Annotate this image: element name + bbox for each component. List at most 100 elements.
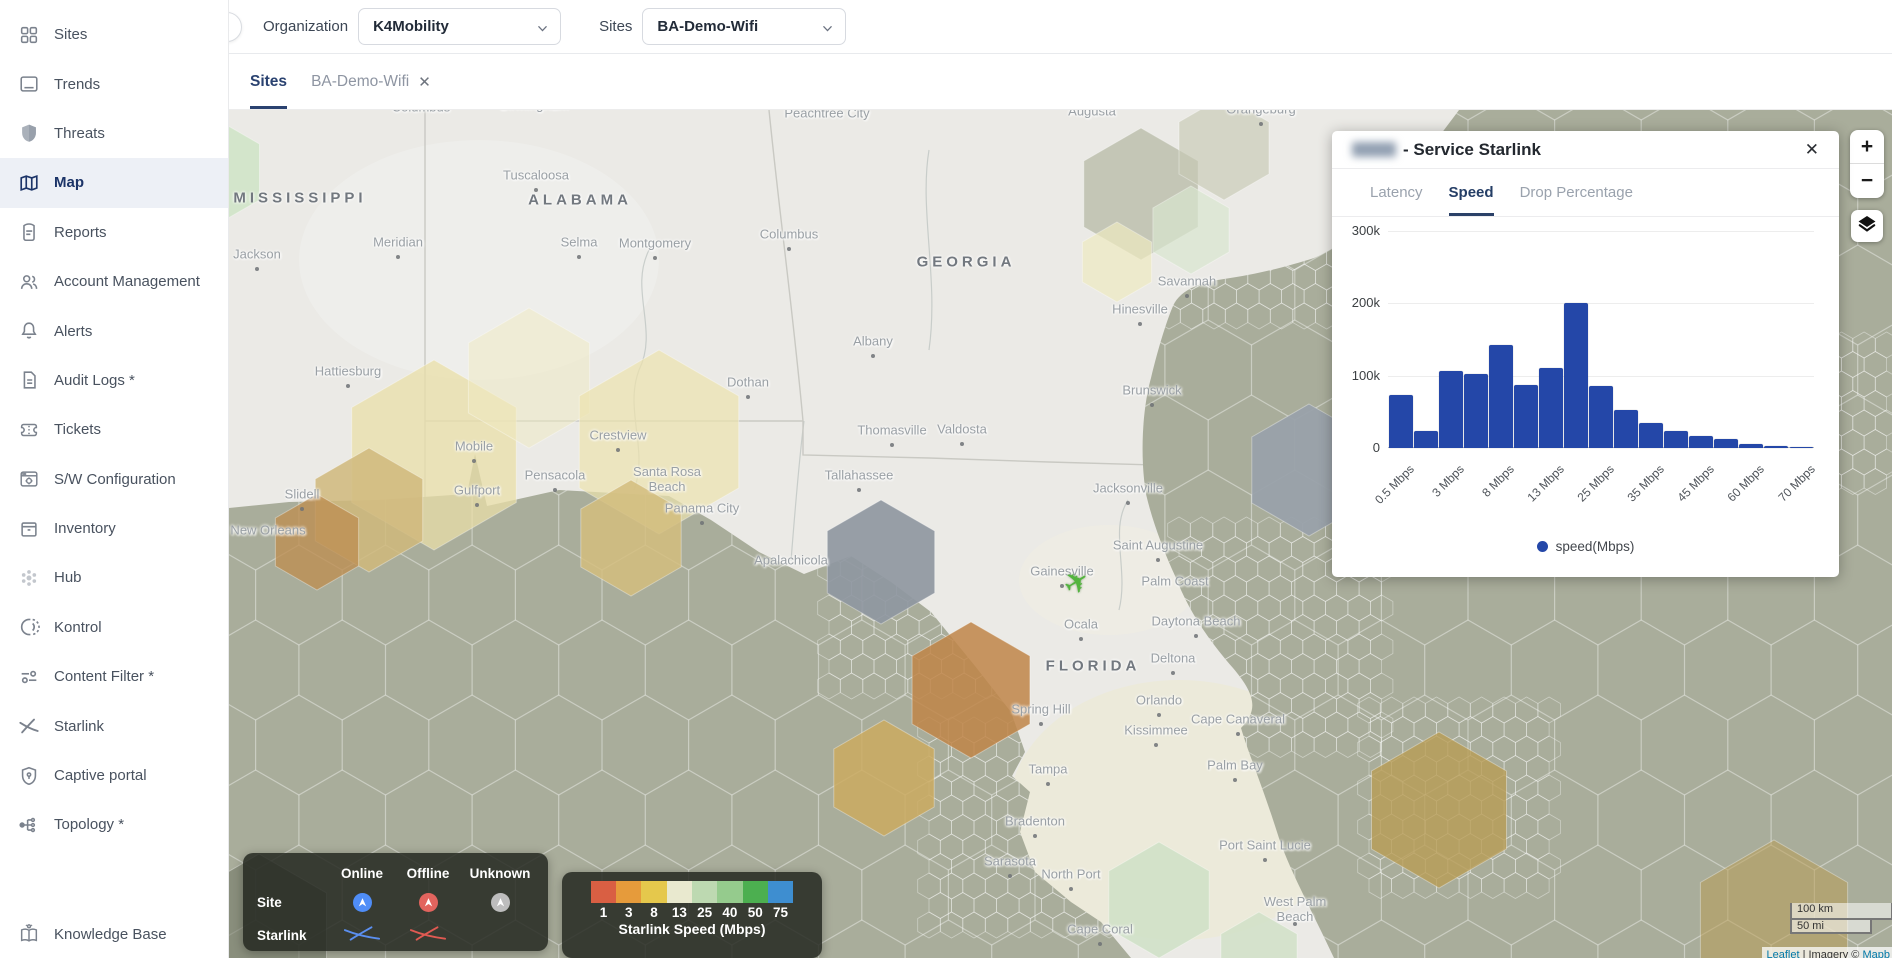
sidebar-item-label: S/W Configuration — [54, 470, 176, 488]
speed-swatch-8 — [641, 881, 667, 903]
y-axis-tick: 0 — [1372, 440, 1380, 455]
sidebar-item-hub[interactable]: Hub — [0, 553, 228, 602]
sidebar-item-inventory[interactable]: Inventory — [0, 504, 228, 553]
histogram-bar — [1664, 431, 1688, 448]
starlink-marker-online — [343, 925, 381, 946]
sidebar-item-label: Captive portal — [54, 767, 147, 785]
sidebar-item-trends[interactable]: Trends — [0, 59, 228, 108]
histogram-bar — [1739, 443, 1763, 448]
threats-icon — [18, 122, 40, 144]
tab-site-ba-demo-wifi[interactable]: BA-Demo-Wifi ✕ — [311, 54, 431, 109]
account-icon — [18, 271, 40, 293]
topology-icon — [18, 814, 40, 836]
x-axis-tick: 13 Mbps — [1524, 462, 1567, 505]
zoom-out-button[interactable]: − — [1860, 169, 1874, 192]
captive-icon — [18, 765, 40, 787]
sidebar-item-sites[interactable]: Sites — [0, 10, 228, 59]
sidebar-footer: Knowledge Base — [0, 910, 228, 958]
histogram-bar — [1439, 370, 1463, 448]
histogram-bar — [1414, 430, 1438, 448]
speed-swatch-75 — [767, 881, 794, 903]
close-popup-icon[interactable]: ✕ — [1804, 139, 1819, 159]
popup-title: - Service Starlink — [1403, 139, 1541, 159]
speed-swatch-label: 13 — [671, 905, 687, 920]
histogram-bar — [1689, 435, 1713, 448]
sites-icon — [18, 24, 40, 46]
x-axis-tick: 35 Mbps — [1624, 462, 1667, 505]
sidebar-item-audit-logs[interactable]: Audit Logs * — [0, 356, 228, 405]
speed-swatch-label: 75 — [773, 905, 789, 920]
popup-tab-drop-percentage[interactable]: Drop Percentage — [1519, 184, 1633, 201]
speed-swatch-25 — [692, 881, 718, 903]
histogram-bar — [1539, 367, 1563, 448]
tab-bar: Sites BA-Demo-Wifi ✕ — [229, 54, 1892, 110]
legend-col-online: Online — [340, 865, 383, 881]
sidebar-item-reports[interactable]: Reports — [0, 208, 228, 257]
sidebar-item-content-filter[interactable]: Content Filter * — [0, 652, 228, 701]
sidebar-item-captive-portal[interactable]: Captive portal — [0, 751, 228, 800]
sidebar-item-label: Tickets — [54, 421, 101, 439]
topbar: ‹ Organization K4Mobility Sites BA-Demo-… — [212, 0, 1892, 54]
sidebar-item-alerts[interactable]: Alerts — [0, 306, 228, 355]
sites-select[interactable]: BA-Demo-Wifi — [642, 8, 847, 45]
histogram-bar — [1639, 422, 1663, 448]
inventory-icon — [18, 518, 40, 540]
sidebar-item-label: Kontrol — [54, 618, 102, 636]
histogram-bar — [1464, 373, 1488, 448]
starlink-icon — [18, 715, 40, 737]
layers-button[interactable] — [1851, 210, 1883, 242]
filter-icon — [18, 666, 40, 688]
speed-swatch-label: 1 — [599, 905, 608, 920]
speed-swatch-label: 3 — [625, 905, 633, 920]
site-marker-unknown — [490, 892, 510, 912]
zoom-in-button[interactable]: + — [1850, 130, 1884, 164]
leaflet-link[interactable]: Leaflet — [1766, 949, 1800, 958]
map-attribution: Leaflet | Imagery © Mapb — [1761, 947, 1892, 958]
map-zoom-control: + − — [1850, 130, 1884, 198]
status-legend: Online Offline Unknown Site Starlink — [243, 853, 548, 951]
sidebar-item-starlink[interactable]: Starlink — [0, 701, 228, 750]
histogram-bar — [1564, 303, 1588, 448]
tab-sites[interactable]: Sites — [250, 54, 287, 109]
y-axis-tick: 200k — [1351, 295, 1380, 311]
sidebar-item-label: Audit Logs * — [54, 371, 135, 389]
legend-col-offline: Offline — [406, 865, 450, 881]
legend-dot-icon — [1536, 541, 1548, 552]
speed-legend: 1 3 8 13 25 40 50 75 Starlink Speed (Mbps) — [562, 872, 822, 958]
map-icon — [18, 172, 40, 194]
sidebar-item-kontrol[interactable]: Kontrol — [0, 603, 228, 652]
sidebar-item-label: Alerts — [54, 322, 93, 340]
site-marker-online — [352, 892, 372, 912]
sidebar-item-knowledge-base[interactable]: Knowledge Base — [0, 910, 228, 958]
histogram-bar — [1789, 447, 1814, 448]
organization-select[interactable]: K4Mobility — [358, 8, 562, 45]
sidebar-item-label: Trends — [54, 75, 101, 93]
chevron-down-icon — [822, 21, 833, 32]
x-axis-tick: 8 Mbps — [1478, 462, 1517, 500]
sidebar-item-threats[interactable]: Threats — [0, 109, 228, 158]
x-axis-tick: 45 Mbps — [1674, 462, 1718, 505]
legend-col-unknown: Unknown — [469, 865, 531, 881]
histogram-bar — [1764, 446, 1788, 448]
scale-mi: 50 mi — [1790, 918, 1872, 934]
sidebar-item-map[interactable]: Map — [0, 158, 228, 208]
speed-scale-labels: 1 3 8 13 25 40 50 75 — [562, 905, 822, 920]
sidebar-item-tickets[interactable]: Tickets — [0, 405, 228, 454]
site-marker-offline — [418, 892, 438, 912]
popup-tab-speed[interactable]: Speed — [1449, 169, 1494, 216]
popup-header: - Service Starlink ✕ — [1332, 131, 1839, 169]
close-tab-icon[interactable]: ✕ — [418, 73, 431, 91]
redacted-site-name — [1352, 142, 1396, 157]
tab-sites-label: Sites — [250, 72, 288, 90]
sidebar-item-sw-configuration[interactable]: S/W Configuration — [0, 455, 228, 504]
speed-swatch-40 — [717, 881, 743, 903]
sidebar-item-account-management[interactable]: Account Management — [0, 257, 228, 306]
sidebar-item-label: Threats — [54, 124, 105, 142]
popup-tab-latency[interactable]: Latency — [1370, 184, 1423, 201]
sidebar-item-topology[interactable]: Topology * — [0, 800, 228, 849]
reports-icon — [18, 221, 40, 243]
imagery-link[interactable]: Mapb — [1862, 949, 1890, 958]
sites-value: BA-Demo-Wifi — [657, 18, 759, 35]
x-axis-tick: 60 Mbps — [1724, 462, 1768, 505]
sidebar-item-label: Hub — [54, 569, 82, 587]
